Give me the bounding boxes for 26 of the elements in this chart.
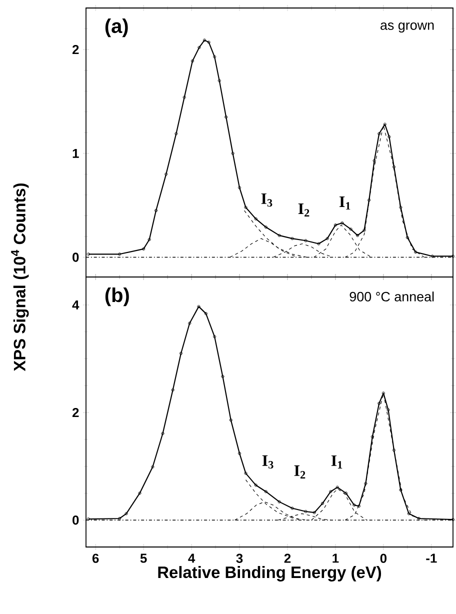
annotation: I$_{1}$ [331, 455, 342, 468]
y-tick-label: 2 [72, 408, 79, 418]
y-tick-label: 2 [72, 45, 79, 54]
text: 900 °C anneal [350, 292, 434, 302]
chart-title: (b) [105, 288, 129, 306]
x-axis-title: Relative Binding Energy (eV) [158, 566, 382, 582]
x-tick-label: 5 [140, 554, 147, 563]
chart-title: (a) [105, 18, 128, 38]
annotation: I$_{3}$ [261, 194, 272, 207]
x-tick-label: -1 [426, 554, 437, 563]
x-tick-label: 0 [380, 554, 387, 563]
annotation: I$_{2}$ [294, 465, 306, 478]
x-tick-label: 1 [332, 554, 339, 563]
x-tick-label: 3 [236, 554, 243, 563]
y-axis-title: XPS Signal (10$^{4}$ Counts) [11, 183, 29, 372]
y-tick-label: 4 [72, 300, 80, 310]
annotation: I$_{2}$ [298, 204, 310, 217]
y-tick-label: 0 [72, 252, 79, 262]
x-tick-label: 2 [284, 554, 291, 563]
text: as grown [380, 22, 434, 33]
annotation: I$_{3}$ [262, 455, 274, 469]
annotation: I$_{1}$ [339, 196, 350, 210]
y-tick-label: 0 [72, 516, 79, 525]
y-tick-label: 1 [72, 148, 79, 158]
x-tick-label: 6 [92, 554, 99, 563]
x-tick-label: 4 [188, 554, 196, 563]
